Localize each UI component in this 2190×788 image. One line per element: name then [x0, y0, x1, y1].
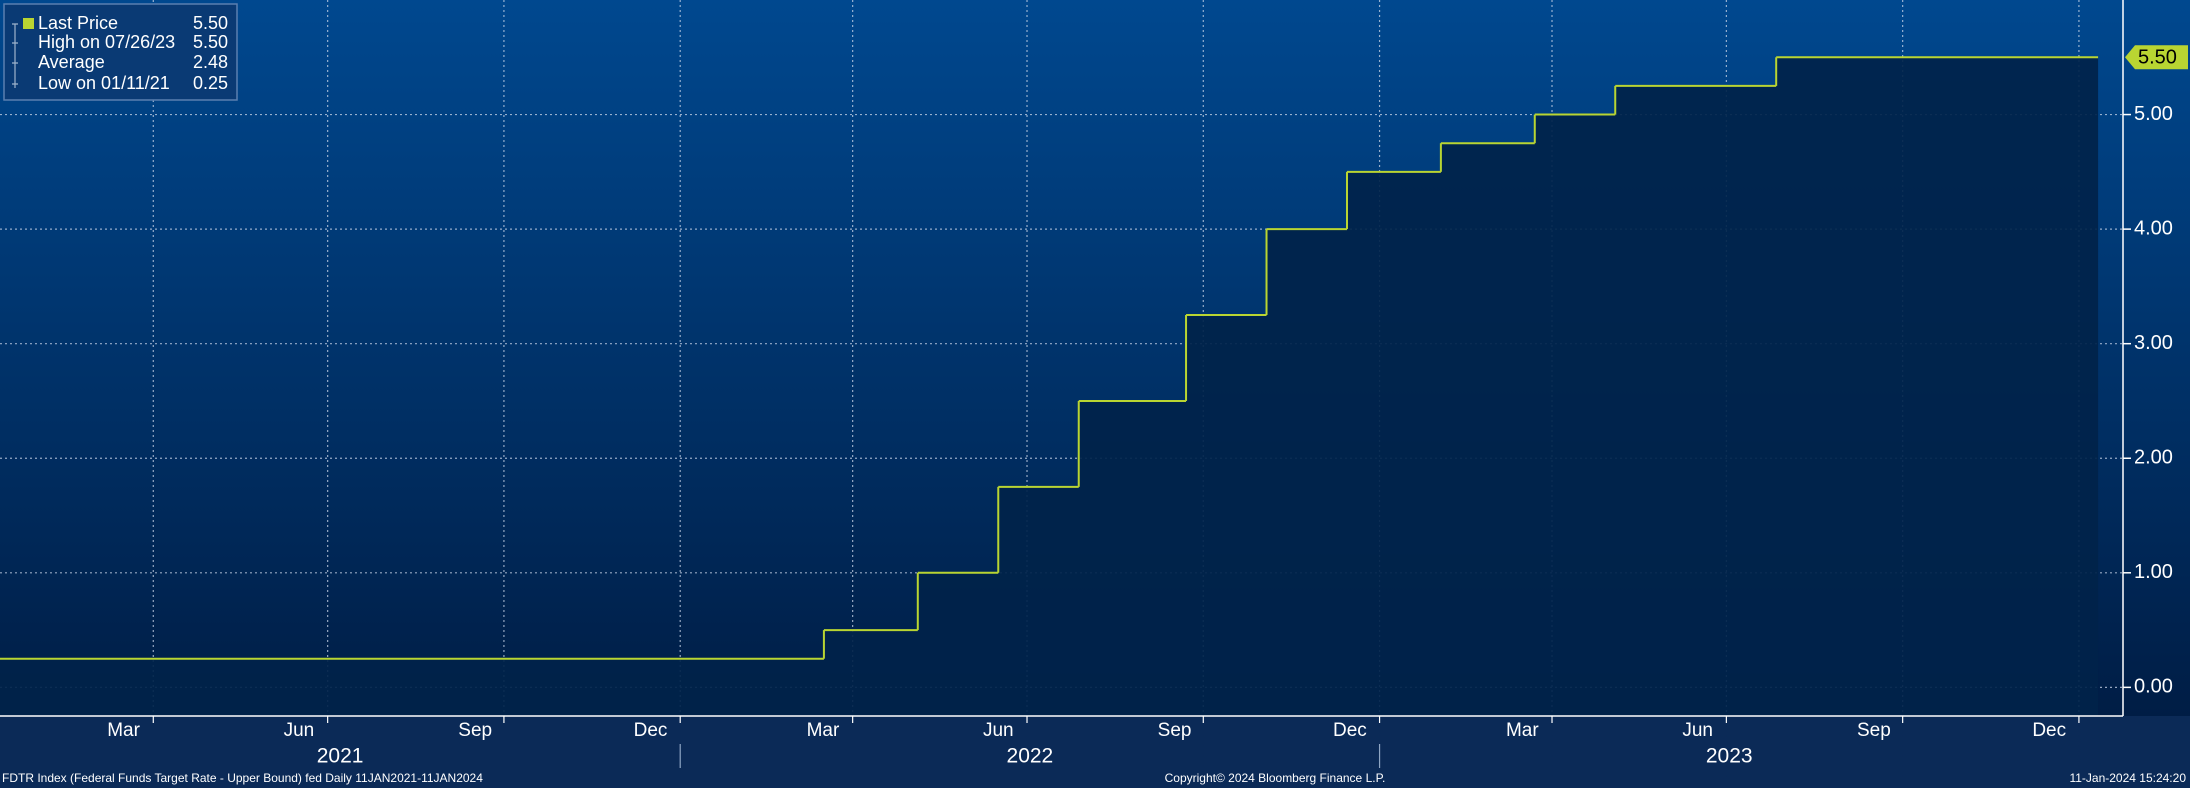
legend-label: Last Price — [38, 13, 118, 33]
y-tick-label: 3.00 — [2134, 332, 2173, 354]
x-tick-label: Mar — [107, 720, 140, 741]
footer-title: FDTR Index (Federal Funds Target Rate - … — [2, 771, 483, 785]
x-year-label: 2021 — [317, 745, 364, 768]
legend-value: 2.48 — [193, 52, 228, 72]
x-tick-label: Mar — [1506, 720, 1539, 741]
legend: Last Price 5.50 High on 07/26/23 5.50 Av… — [3, 3, 238, 101]
legend-label: High on 07/26/23 — [38, 32, 175, 52]
last-price-label: 5.50 — [2138, 47, 2177, 69]
last-price-tag — [2125, 45, 2188, 70]
footer-timestamp: 11-Jan-2024 15:24:20 — [2069, 771, 2186, 785]
legend-value: 0.25 — [193, 73, 228, 93]
legend-value: 5.50 — [193, 32, 228, 52]
plot-area — [0, 0, 2123, 716]
x-tick-label: Dec — [634, 720, 668, 741]
legend-label: Average — [38, 52, 105, 72]
legend-icons — [12, 23, 18, 88]
legend-marker — [23, 18, 34, 29]
y-tick-label: 0.00 — [2134, 676, 2173, 698]
x-tick-label: Mar — [807, 720, 840, 741]
legend-box — [3, 3, 238, 101]
x-tick-label: Jun — [284, 720, 315, 741]
x-tick-label: Jun — [1682, 720, 1713, 741]
x-tick-label: Jun — [983, 720, 1014, 741]
x-tick-label: Sep — [1158, 720, 1192, 741]
y-tick-label: 2.00 — [2134, 447, 2173, 469]
x-tick-label: Dec — [1333, 720, 1367, 741]
y-tick-label: 1.00 — [2134, 561, 2173, 583]
y-tick-label: 5.00 — [2134, 103, 2173, 125]
x-year-label: 2023 — [1706, 745, 1753, 768]
y-tick-label: 4.00 — [2134, 217, 2173, 239]
area-fill — [0, 57, 2099, 716]
legend-label: Low on 01/11/21 — [38, 73, 170, 93]
x-tick-label: Dec — [2032, 720, 2066, 741]
x-tick-label: Sep — [458, 720, 492, 741]
x-year-label: 2022 — [1007, 745, 1054, 768]
footer-copyright: Copyright© 2024 Bloomberg Finance L.P. — [1165, 771, 1386, 785]
x-tick-label: Sep — [1857, 720, 1891, 741]
legend-value: 5.50 — [193, 13, 228, 33]
